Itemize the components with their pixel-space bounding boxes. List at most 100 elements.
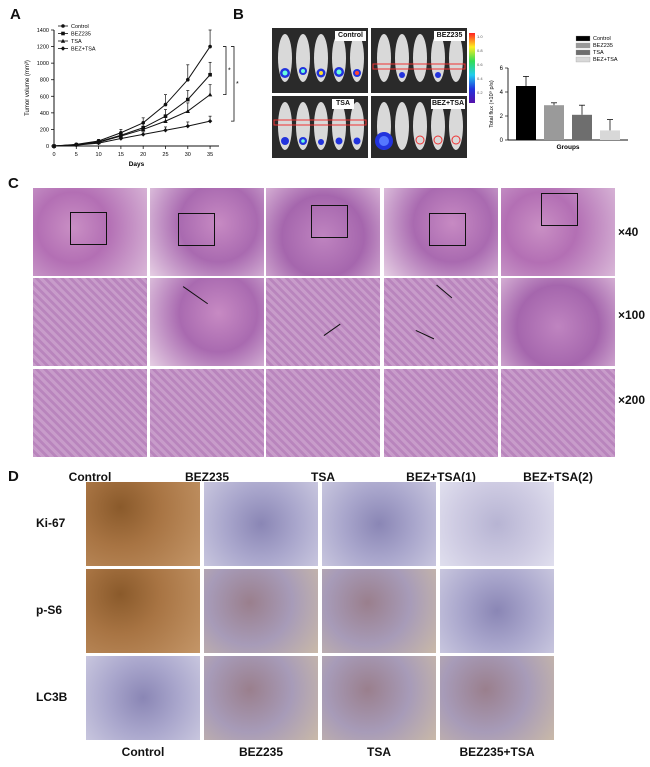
- he-micrograph: [266, 278, 380, 366]
- he-micrograph: [266, 369, 380, 457]
- x-tick-label: 10: [96, 152, 102, 158]
- he-column-label: BEZ+TSA(1): [406, 470, 476, 484]
- data-point: [163, 118, 168, 123]
- zoom-region-box: [311, 205, 348, 238]
- panel-label-b: B: [233, 6, 244, 23]
- legend-label: BEZ235: [593, 43, 613, 49]
- legend-swatch: [575, 42, 591, 49]
- scale-tick: 0.8: [477, 48, 483, 53]
- x-tick-label: 15: [118, 152, 124, 158]
- ihc-column-label: TSA: [367, 745, 391, 759]
- he-micrograph: [33, 369, 147, 457]
- data-point: [208, 44, 212, 49]
- panel-label-d: D: [8, 468, 19, 485]
- significance-bracket: [231, 46, 235, 122]
- ivis-label-bez-tsa: BEZ+TSA: [431, 100, 465, 107]
- panel-label-a: A: [10, 6, 21, 23]
- ihc-micrograph: [204, 482, 318, 566]
- data-point: [185, 77, 190, 82]
- he-column-label: BEZ235: [184, 470, 230, 484]
- x-tick-label: 35: [207, 152, 213, 158]
- legend-swatch: [575, 35, 591, 42]
- legend-swatch: [575, 49, 591, 56]
- data-point: [140, 127, 146, 132]
- ihc-micrograph: [86, 656, 200, 740]
- ihc-micrograph: [440, 656, 554, 740]
- data-point: [185, 97, 190, 102]
- series-line: [53, 94, 211, 147]
- legend-label: BEZ+TSA: [593, 57, 618, 63]
- he-micrograph: [150, 278, 264, 366]
- legend-label: Control: [71, 24, 89, 30]
- he-micrograph: [501, 188, 615, 276]
- ivis-image-tsa: TSA: [272, 96, 368, 158]
- panel-label-c: C: [8, 175, 19, 192]
- data-point: [60, 38, 66, 43]
- legend-label: Control: [593, 36, 611, 42]
- zoom-region-box: [541, 193, 578, 226]
- data-point: [185, 123, 190, 129]
- x-tick-label: 30: [185, 152, 191, 158]
- data-point: [208, 72, 212, 77]
- zoom-region-box: [70, 212, 107, 245]
- legend-label: BEZ+TSA: [71, 47, 96, 53]
- he-column-label: BEZ+TSA(2): [523, 470, 593, 484]
- he-micrograph: [384, 278, 498, 366]
- x-tick-label: 25: [162, 152, 168, 158]
- x-tick-label: 0: [52, 152, 55, 158]
- ihc-micrograph: [322, 569, 436, 653]
- ihc-micrograph: [440, 482, 554, 566]
- legend-swatch: [575, 56, 591, 63]
- significance-star: *: [236, 81, 239, 88]
- ihc-micrograph: [440, 569, 554, 653]
- ihc-column-label: BEZ235: [238, 745, 284, 759]
- ivis-image-control: Control: [272, 28, 368, 93]
- data-point: [163, 128, 168, 133]
- he-micrograph: [501, 369, 615, 457]
- he-column-label: TSA: [311, 470, 335, 484]
- magnification-label: ×40: [618, 225, 639, 239]
- bar: [544, 105, 564, 140]
- scale-tick: 0.4: [477, 76, 483, 81]
- y-tick-label: 0: [46, 144, 49, 150]
- x-axis-label: Days: [129, 161, 145, 168]
- y-tick-label: 1200: [37, 45, 49, 51]
- y-tick-label: 600: [40, 94, 49, 100]
- y-tick-label: 1000: [37, 61, 49, 67]
- bar: [572, 114, 592, 140]
- ivis-image-bez-tsa: BEZ+TSA: [371, 96, 467, 158]
- he-micrograph: [384, 188, 498, 276]
- zoom-region-box: [178, 213, 215, 246]
- scale-tick: 0.6: [477, 62, 483, 67]
- y-tick-label: 200: [40, 127, 49, 133]
- he-micrograph: [266, 188, 380, 276]
- bar: [516, 86, 536, 140]
- y-axis-label: Tumor volume (mm³): [25, 60, 31, 116]
- ihc-row-label: Ki-67: [36, 516, 66, 530]
- ivis-scale-ticks: 1.0 0.8 0.6 0.4 0.2: [477, 30, 483, 100]
- x-tick-label: 20: [140, 152, 146, 158]
- y-tick-label: 0: [500, 138, 504, 144]
- legend-label: TSA: [593, 50, 604, 56]
- y-tick-label: 800: [40, 78, 49, 84]
- ihc-micrograph: [86, 569, 200, 653]
- scale-tick: 1.0: [477, 34, 483, 39]
- magnification-label: ×200: [618, 393, 646, 407]
- significance-star: *: [228, 68, 231, 75]
- he-micrograph: [33, 188, 147, 276]
- bar: [600, 130, 620, 140]
- data-point: [61, 24, 65, 28]
- ivis-color-scale: [469, 33, 475, 103]
- data-point: [61, 31, 65, 36]
- data-point: [207, 118, 213, 124]
- data-point: [96, 140, 101, 146]
- ihc-micrograph: [322, 656, 436, 740]
- series-line: [53, 120, 211, 147]
- y-tick-label: 6: [500, 66, 504, 72]
- ivis-label-control: Control: [338, 32, 363, 39]
- ihc-micrograph: [86, 482, 200, 566]
- zoom-region-box: [429, 213, 466, 246]
- data-point: [60, 46, 66, 51]
- y-axis-label: Total flux (×10⁹ p/s): [488, 80, 495, 128]
- ivis-image-bez235: BEZ235: [371, 28, 467, 93]
